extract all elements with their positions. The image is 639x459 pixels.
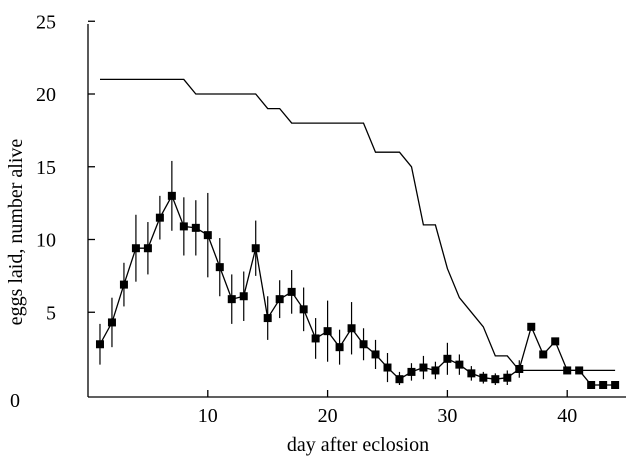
egg-marker (143, 244, 152, 253)
y-tick-label-15: 15 (36, 157, 56, 179)
egg-marker (503, 373, 512, 382)
eggs-line (99, 194, 616, 386)
egg-marker (383, 363, 392, 372)
survival-line (100, 78, 616, 372)
axes: 5 10 15 20 25 10 20 30 40 0 (10, 11, 626, 427)
egg-marker (203, 231, 212, 240)
egg-marker (299, 305, 308, 314)
origin-label: 0 (10, 390, 20, 412)
egg-markers (95, 191, 620, 389)
egg-marker (263, 314, 272, 323)
x-tick-label-40: 40 (557, 405, 577, 427)
egg-marker (611, 381, 620, 389)
egg-marker (179, 222, 188, 231)
egg-marker (563, 366, 572, 375)
egg-marker (275, 295, 284, 304)
error-bars (99, 160, 520, 385)
egg-marker (527, 322, 536, 331)
plot-area (95, 78, 620, 389)
egg-marker (131, 244, 140, 253)
egg-marker (455, 360, 464, 369)
egg-marker (479, 373, 488, 382)
y-tick-label-5: 5 (46, 302, 56, 324)
egg-marker (155, 213, 164, 222)
egg-marker (215, 263, 224, 272)
egg-marker (575, 366, 584, 375)
egg-marker (323, 327, 332, 336)
egg-marker (443, 354, 452, 363)
y-tick-label-25: 25 (36, 11, 56, 33)
y-tick-label-20: 20 (36, 84, 56, 106)
egg-marker (515, 364, 524, 373)
egg-marker (251, 244, 260, 253)
egg-marker (347, 324, 356, 333)
egg-marker (239, 292, 248, 301)
x-tick-label-10: 10 (198, 405, 218, 427)
x-tick-label-20: 20 (318, 405, 338, 427)
x-axis-label: day after eclosion (287, 434, 429, 456)
egg-marker (119, 280, 128, 289)
y-axis-label: eggs laid, number alive (5, 139, 27, 326)
egg-marker (335, 343, 344, 352)
egg-marker (491, 375, 500, 384)
egg-marker (599, 381, 608, 389)
egg-marker (227, 295, 236, 304)
egg-marker (419, 363, 428, 372)
x-tick-label-30: 30 (437, 405, 457, 427)
egg-marker (539, 350, 548, 359)
egg-marker (191, 223, 200, 232)
x-ticks: 10 20 30 40 (198, 390, 577, 427)
egg-marker (359, 340, 368, 349)
egg-marker (467, 369, 476, 378)
y-tick-label-10: 10 (36, 230, 56, 252)
egg-marker (95, 340, 104, 349)
y-ticks: 5 10 15 20 25 (36, 11, 95, 324)
egg-marker (551, 337, 560, 346)
egg-marker (287, 287, 296, 296)
egg-marker (107, 318, 116, 327)
egg-marker (431, 366, 440, 375)
egg-marker (311, 334, 320, 343)
egg-marker (395, 375, 404, 384)
egg-marker (167, 191, 176, 200)
egg-marker (587, 381, 596, 389)
egg-marker (407, 367, 416, 376)
egg-marker (371, 350, 380, 359)
